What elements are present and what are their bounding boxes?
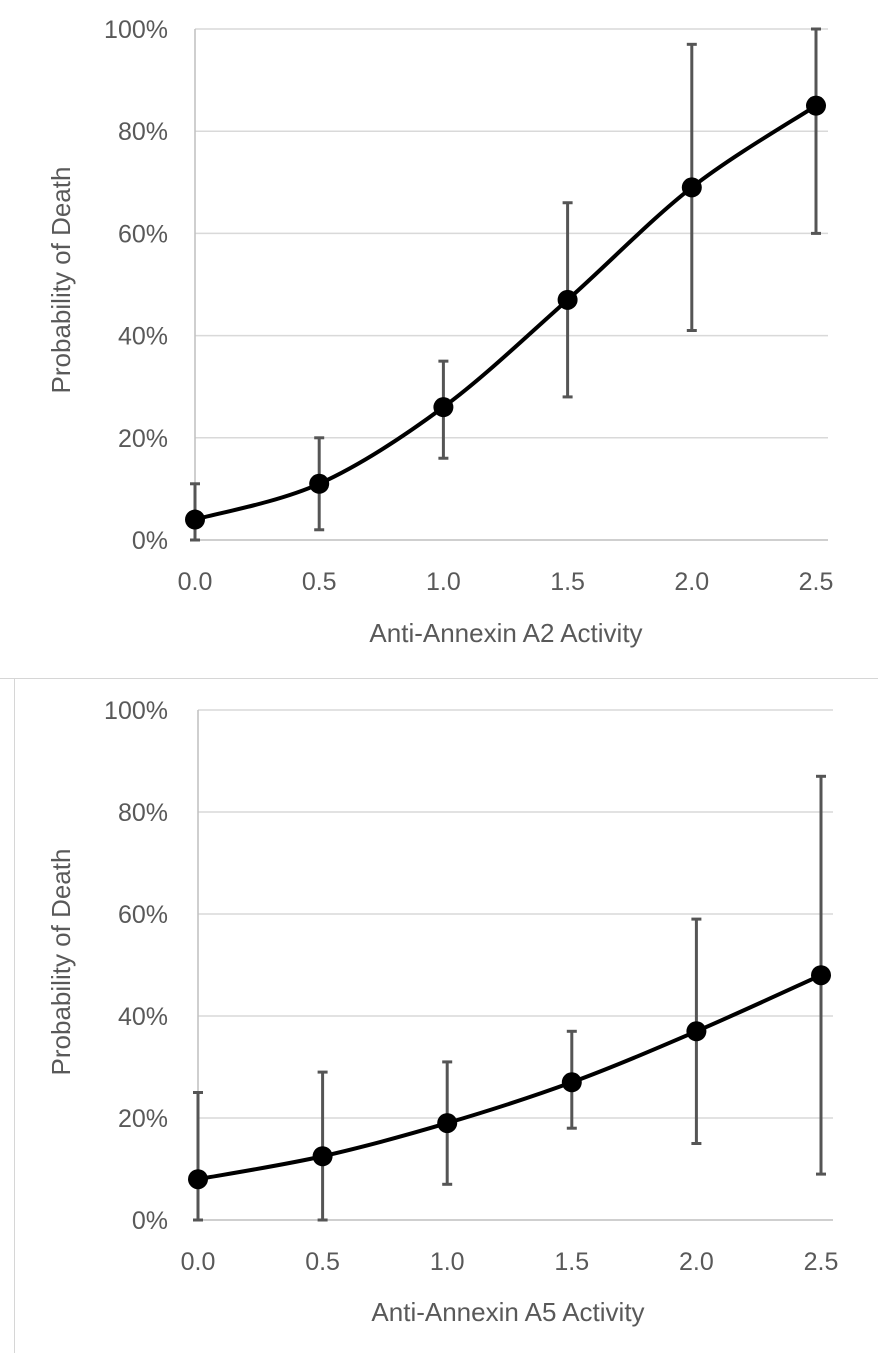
- y-axis-title: Probability of Death: [46, 849, 76, 1076]
- data-point: [185, 509, 205, 530]
- x-tick-label: 0.0: [178, 568, 213, 596]
- data-point: [557, 289, 578, 310]
- y-tick-label: 0%: [132, 527, 168, 555]
- annexin-a2-chart: 0% 20% 40% 60% 80% 100% 0.0 0.5 1.0 1.5 2.0 2.5 Anti…: [46, 16, 834, 648]
- data-point: [309, 473, 330, 494]
- x-axis-title: Anti-Annexin A2 Activity: [369, 618, 642, 648]
- x-tick-label: 1.0: [430, 1248, 465, 1276]
- data-point: [561, 1072, 582, 1093]
- x-tick-label: 2.5: [804, 1248, 839, 1276]
- y-tick-label: 80%: [118, 799, 168, 827]
- y-tick-label: 60%: [118, 220, 168, 248]
- data-point: [433, 397, 454, 418]
- y-tick-label: 20%: [118, 425, 168, 453]
- y-tick-label: 100%: [104, 16, 168, 44]
- data-point: [188, 1169, 208, 1190]
- x-tick-label: 2.5: [799, 568, 834, 596]
- y-tick-label: 40%: [118, 1003, 168, 1031]
- y-tick-label: 0%: [132, 1207, 168, 1235]
- x-tick-label: 2.0: [679, 1248, 714, 1276]
- x-tick-label: 1.5: [554, 1248, 589, 1276]
- x-tick-label: 0.5: [305, 1248, 340, 1276]
- data-point: [312, 1146, 333, 1167]
- y-tick-label: 40%: [118, 323, 168, 351]
- data-point: [681, 177, 702, 198]
- data-point: [811, 965, 831, 986]
- data-point: [806, 95, 826, 116]
- y-tick-label: 100%: [104, 697, 168, 725]
- x-tick-label: 2.0: [674, 568, 709, 596]
- panel-divider: [0, 678, 878, 679]
- data-point: [437, 1113, 458, 1134]
- panel-border: [14, 678, 15, 1353]
- x-axis-title: Anti-Annexin A5 Activity: [371, 1297, 644, 1327]
- series-line: [197, 973, 822, 1182]
- x-tick-label: 1.5: [550, 568, 585, 596]
- x-tick-label: 1.0: [426, 568, 461, 596]
- y-tick-label: 20%: [118, 1105, 168, 1133]
- x-tick-label: 0.5: [302, 568, 337, 596]
- y-tick-label: 80%: [118, 118, 168, 146]
- y-axis-title: Probability of Death: [46, 167, 76, 394]
- data-point: [686, 1021, 707, 1042]
- y-tick-label: 60%: [118, 901, 168, 929]
- x-tick-label: 0.0: [181, 1248, 216, 1276]
